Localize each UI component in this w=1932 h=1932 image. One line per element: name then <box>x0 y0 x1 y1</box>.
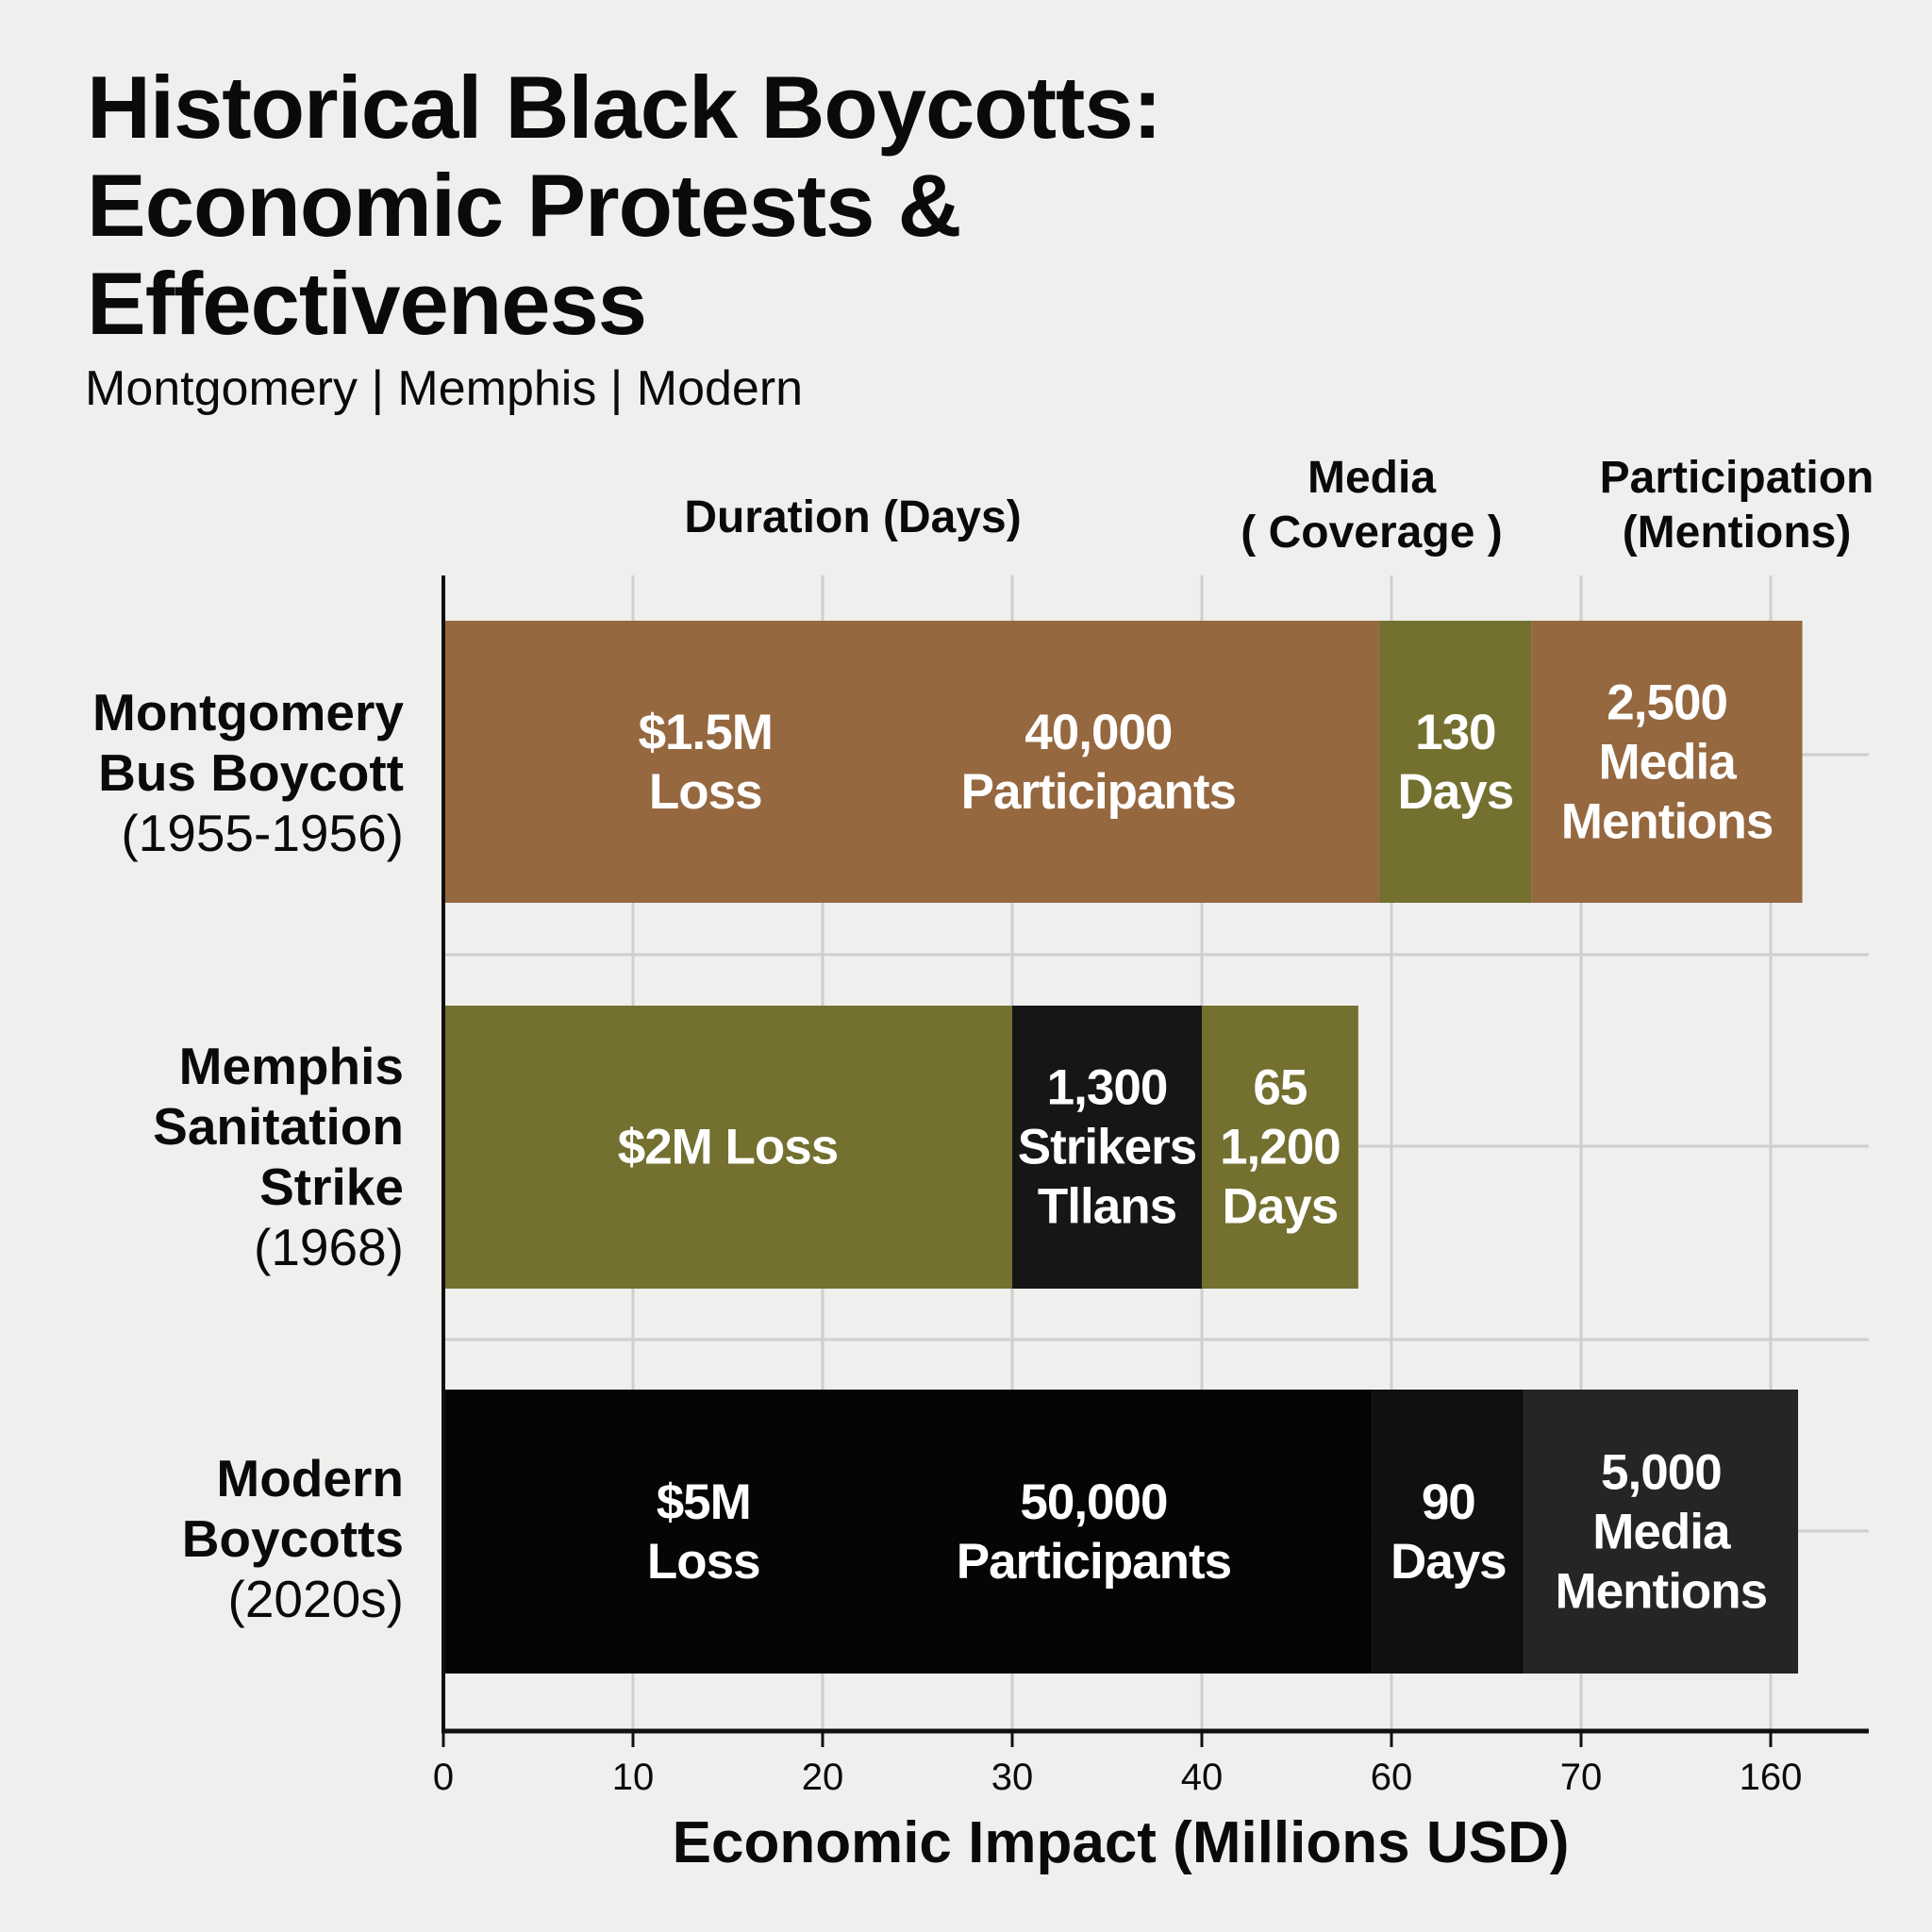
bar-segment <box>1524 1390 1799 1674</box>
segment-label: 90 Days <box>1391 1473 1507 1591</box>
title-line: Effectiveness <box>87 254 647 353</box>
bar-segment <box>1372 1390 1524 1674</box>
category-label-line: Boycotts <box>181 1509 404 1568</box>
segment-label-line: 2,500 <box>1607 675 1728 730</box>
segment-label-line: 1,200 <box>1220 1119 1341 1175</box>
segment-label-line: Mentions <box>1555 1563 1769 1619</box>
segment-label-line: Media <box>1592 1504 1730 1559</box>
segment-label-line: 90 <box>1421 1474 1476 1530</box>
category-label: Montgomery Bus Boycott (1955-1956) <box>92 682 404 863</box>
x-tick-label: 160 <box>1739 1757 1803 1798</box>
segment-label-line: $5M <box>656 1474 752 1530</box>
category-label-line: (2020s) <box>227 1570 404 1628</box>
x-tick-label: 20 <box>801 1757 844 1798</box>
x-tick-label: 10 <box>611 1757 655 1798</box>
segment-label: 50,000 Participants <box>956 1473 1232 1591</box>
bar-segment <box>443 1390 1373 1674</box>
header-line: (Mentions) <box>1622 508 1852 558</box>
category-label-line: Modern <box>216 1449 404 1507</box>
category-label-line: Strike <box>259 1158 404 1216</box>
chart-subtitle: Montgomery | Memphis | Modern <box>85 361 804 416</box>
bar-segment <box>1202 1006 1358 1289</box>
bar-segment <box>1012 1006 1202 1289</box>
x-tick-label: 60 <box>1370 1757 1413 1798</box>
bar-segment <box>443 1006 1012 1289</box>
segment-label-line: Loss <box>648 763 763 820</box>
segment-label: $2M Loss <box>617 1118 840 1177</box>
segment-label: 2,500 Media Mentions <box>1561 673 1774 851</box>
segment-label-line: 50,000 <box>1020 1474 1168 1530</box>
segment-label-line: Days <box>1397 763 1514 820</box>
header-line: ( Coverage ) <box>1241 508 1503 558</box>
header-line: Media <box>1307 453 1437 503</box>
category-label-line: Montgomery <box>92 683 404 741</box>
segment-label: 1,300 Strikers Tllans <box>1017 1058 1197 1237</box>
segment-label-line: Mentions <box>1560 793 1774 849</box>
chart-title: Historical Black Boycotts: Economic Prot… <box>87 58 1162 353</box>
segment-label: 65 1,200 Days <box>1220 1058 1341 1237</box>
segment-label-line: Participants <box>956 1533 1232 1590</box>
category-label: Memphis Sanitation Strike (1968) <box>153 1036 404 1277</box>
segment-label-line: 40,000 <box>1024 704 1173 760</box>
segment-label-line: Participants <box>960 763 1237 820</box>
header-line: Participation <box>1599 453 1874 503</box>
segment-label-line: 1,300 <box>1046 1059 1169 1116</box>
segment-label-line: Days <box>1222 1178 1340 1235</box>
x-tick-label: 30 <box>991 1757 1034 1798</box>
segment-label-line: $2M Loss <box>617 1119 840 1175</box>
segment-label-line: 130 <box>1415 704 1496 760</box>
header-line: Duration (Days) <box>684 492 1022 542</box>
header-media: Media ( Coverage ) <box>1241 451 1502 560</box>
segment-label-line: Strikers <box>1017 1119 1197 1175</box>
header-duration: Duration (Days) <box>684 491 1021 545</box>
segment-label-line: Tllans <box>1037 1178 1177 1235</box>
segment-label: $1.5M Loss <box>638 703 774 822</box>
header-participation: Participation (Mentions) <box>1600 451 1874 560</box>
segment-label-line: 5,000 <box>1601 1444 1723 1500</box>
segment-label-line: $1.5M <box>638 704 774 760</box>
segment-label: 130 Days <box>1397 703 1514 822</box>
category-label: Modern Boycotts (2020s) <box>182 1448 404 1629</box>
category-label-line: Memphis <box>178 1037 404 1095</box>
segment-label: 5,000 Media Mentions <box>1555 1442 1769 1621</box>
bar-segment <box>1531 621 1803 903</box>
title-line: Historical Black Boycotts: <box>87 58 1162 157</box>
segment-label-line: Days <box>1390 1533 1507 1590</box>
bar-segment <box>1378 621 1532 903</box>
category-label-line: Bus Boycott <box>98 743 404 802</box>
x-tick-label: 0 <box>432 1757 455 1798</box>
x-tick-label: 70 <box>1559 1757 1603 1798</box>
title-line: Economic Protests & <box>87 156 961 255</box>
category-label-line: (1955-1956) <box>121 804 404 862</box>
x-tick-label: 40 <box>1180 1757 1224 1798</box>
segment-label-line: 65 <box>1253 1059 1307 1116</box>
segment-label: 40,000 Participants <box>960 703 1237 822</box>
segment-label-line: Loss <box>646 1533 761 1590</box>
category-label-line: Sanitation <box>153 1097 404 1156</box>
segment-label: $5M Loss <box>646 1473 761 1591</box>
x-axis-label: Economic Impact (Millions USD) <box>672 1810 1570 1875</box>
bar-segment <box>443 621 1379 903</box>
category-label-line: (1968) <box>254 1218 404 1276</box>
segment-label-line: Media <box>1598 734 1737 790</box>
